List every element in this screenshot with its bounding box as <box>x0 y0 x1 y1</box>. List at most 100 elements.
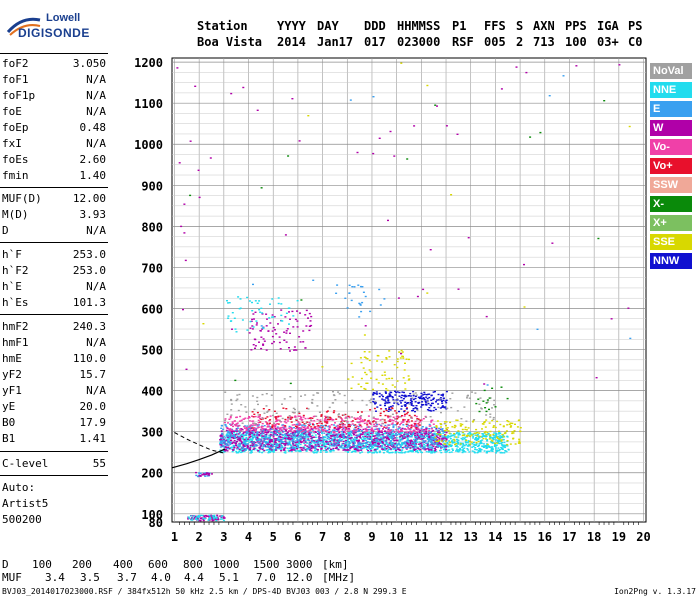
param-row: yF1 N/A <box>2 384 106 400</box>
echo-point <box>366 424 369 426</box>
echo-point <box>411 441 413 444</box>
echo-point <box>381 383 384 385</box>
echo-point <box>485 410 488 413</box>
echo-point <box>384 427 387 429</box>
echo-point <box>280 448 283 450</box>
echo-point <box>276 443 279 445</box>
legend-item-nne: NNE <box>650 82 692 98</box>
echo-point <box>461 449 464 452</box>
echo-point <box>426 409 429 411</box>
echo-point <box>371 430 374 432</box>
echo-point <box>275 449 277 451</box>
echo-point <box>310 439 313 442</box>
echo-point <box>430 399 433 401</box>
echo-point <box>341 414 344 416</box>
echo-point <box>233 446 236 449</box>
echo-point <box>443 431 446 433</box>
echo-point <box>392 448 395 450</box>
echo-point <box>270 445 272 447</box>
echo-point <box>227 436 229 439</box>
echo-point <box>230 409 233 411</box>
echo-point <box>479 397 482 399</box>
echo-point <box>231 328 233 330</box>
echo-point <box>254 311 257 313</box>
echo-point <box>372 400 375 403</box>
echo-point <box>358 436 361 438</box>
echo-point <box>292 441 295 443</box>
echo-point <box>190 515 193 517</box>
echo-point <box>235 450 238 453</box>
echo-point <box>219 518 222 520</box>
echo-point <box>407 441 410 443</box>
echo-point <box>285 330 288 332</box>
echo-point <box>209 157 212 159</box>
echo-point <box>412 409 414 412</box>
echo-point <box>276 427 279 429</box>
echo-point <box>284 447 287 449</box>
echo-point <box>415 405 418 407</box>
echo-point <box>322 443 325 445</box>
echo-point <box>239 428 242 430</box>
echo-point <box>298 424 301 426</box>
echo-point <box>399 357 402 359</box>
echo-point <box>229 436 232 438</box>
echo-point <box>301 421 304 423</box>
echo-point <box>294 448 297 450</box>
echo-point <box>451 434 454 436</box>
echo-point <box>271 426 274 429</box>
header-value-axn: 713 <box>533 35 555 49</box>
echo-point <box>280 436 283 438</box>
echo-point <box>369 436 371 438</box>
echo-point <box>299 435 302 437</box>
echo-point <box>331 445 334 447</box>
echo-point <box>249 425 252 427</box>
param-value: 12.00 <box>72 192 106 205</box>
echo-point <box>310 315 313 318</box>
echo-point <box>258 424 260 426</box>
echo-point <box>360 285 362 288</box>
echo-point <box>362 440 365 442</box>
echo-point <box>494 442 496 445</box>
echo-point <box>325 449 328 451</box>
echo-point <box>409 430 412 433</box>
echo-point <box>381 361 384 363</box>
echo-point <box>288 417 291 420</box>
echo-point <box>434 437 437 439</box>
echo-point <box>357 444 360 446</box>
echo-point <box>258 451 261 453</box>
echo-point <box>434 390 436 393</box>
echo-point <box>403 436 406 438</box>
echo-point <box>386 415 389 417</box>
echo-point <box>261 431 264 433</box>
echo-point <box>363 422 366 425</box>
echo-point <box>219 435 222 437</box>
header-value-ps: C0 <box>628 35 643 49</box>
echo-point <box>372 435 375 437</box>
echo-point <box>230 92 233 95</box>
echo-point <box>440 451 443 454</box>
echo-point <box>409 395 412 397</box>
echo-point <box>256 433 259 436</box>
echo-point <box>333 426 336 429</box>
echo-point <box>297 429 300 432</box>
echo-point <box>284 444 287 446</box>
echo-point <box>397 428 400 430</box>
echo-point <box>470 441 473 443</box>
echo-point <box>401 452 404 454</box>
x-tick-label: 5 <box>270 530 277 544</box>
echo-point <box>400 430 403 432</box>
echo-point <box>388 377 391 380</box>
echo-point <box>430 430 433 433</box>
echo-point <box>308 424 311 427</box>
echo-point <box>426 445 429 447</box>
echo-point <box>315 415 318 417</box>
echo-point <box>359 424 362 426</box>
echo-point <box>445 438 448 440</box>
echo-point <box>406 423 409 426</box>
echo-point <box>262 343 265 345</box>
echo-point <box>369 371 372 373</box>
echo-point <box>333 394 336 397</box>
echo-point <box>235 434 238 436</box>
echo-point <box>297 446 300 448</box>
echo-point <box>221 437 224 439</box>
